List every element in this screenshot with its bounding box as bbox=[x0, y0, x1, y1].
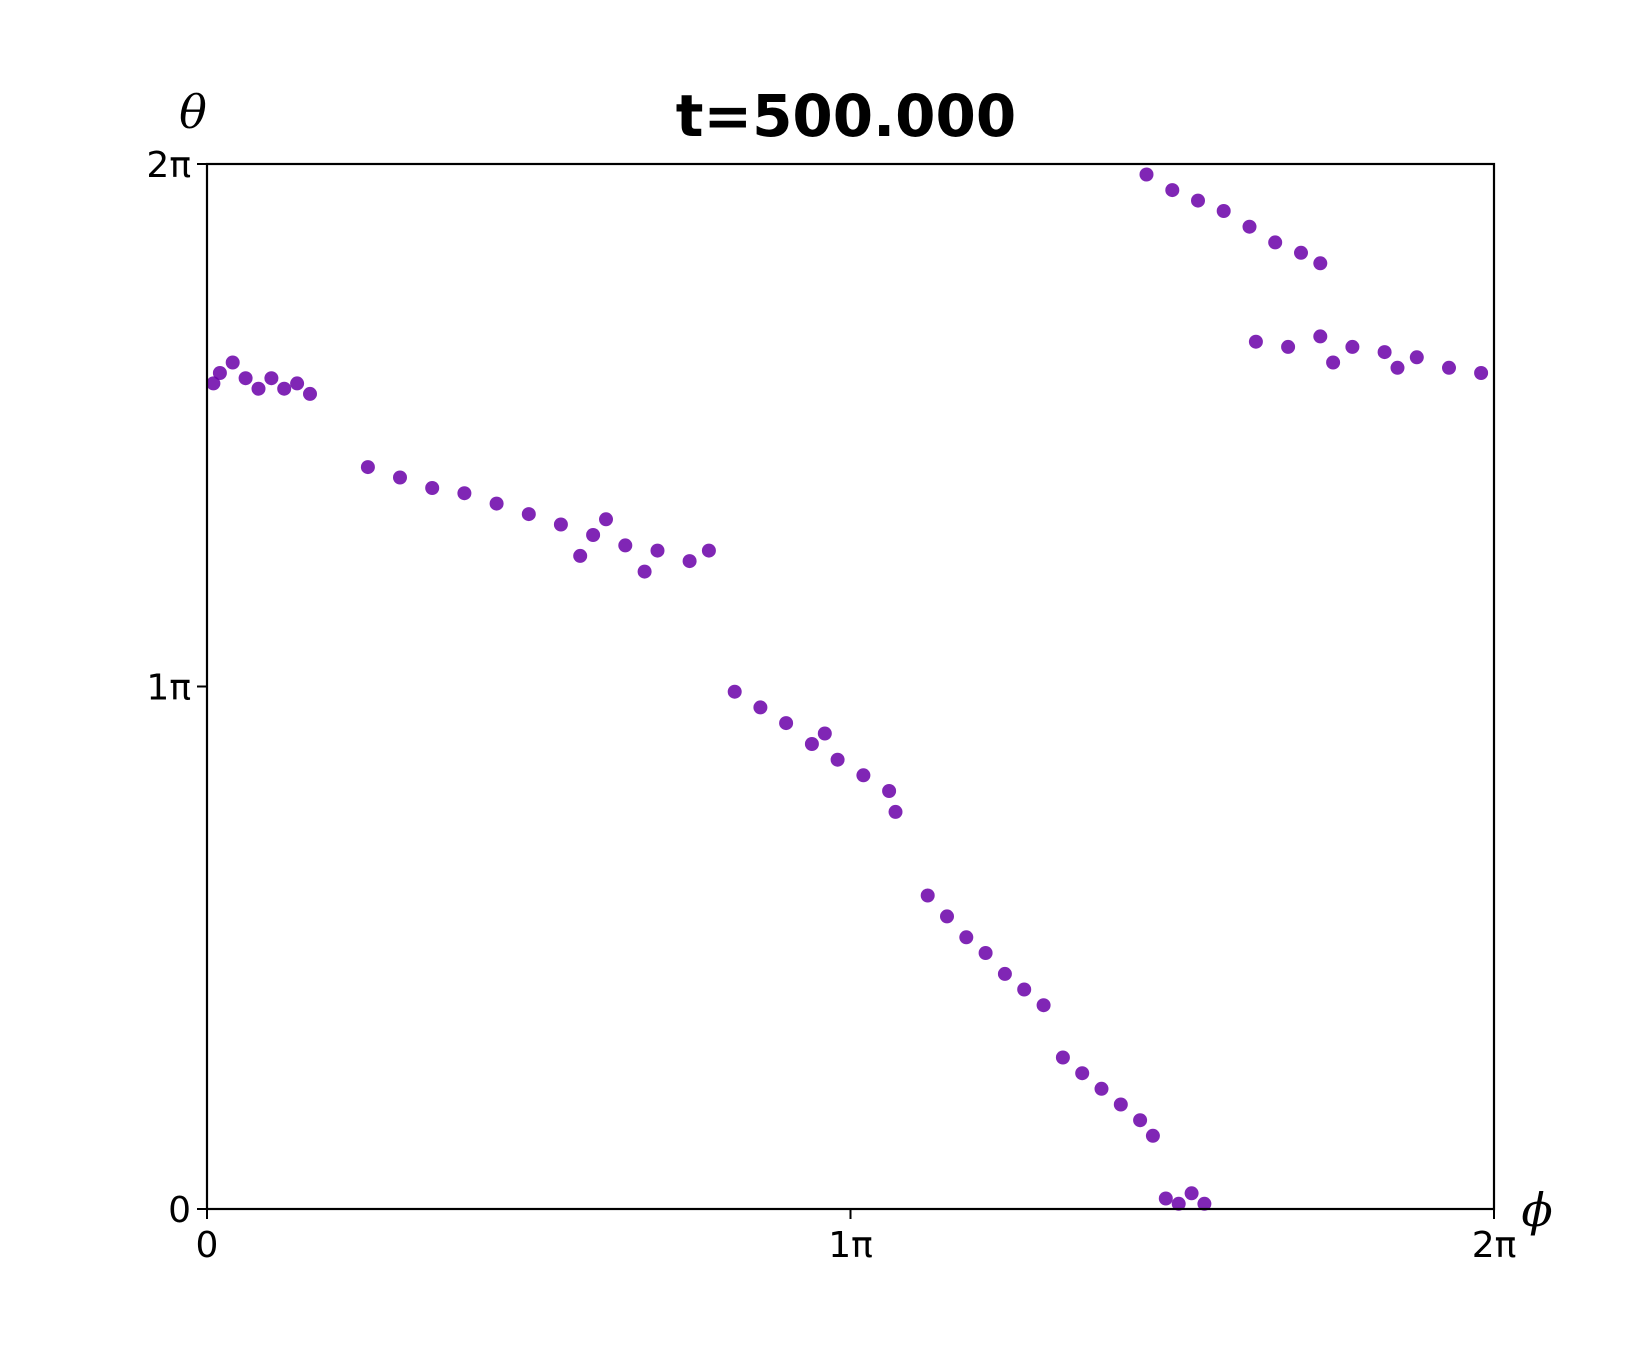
scatter-point bbox=[978, 946, 993, 960]
x-tick-label: 0 bbox=[196, 1225, 219, 1266]
scatter-point bbox=[290, 376, 305, 391]
scatter-point bbox=[457, 486, 472, 501]
scatter-point bbox=[1442, 360, 1456, 375]
scatter-point bbox=[650, 543, 665, 558]
scatter-point bbox=[1313, 329, 1328, 344]
y-tick-label: 0 bbox=[168, 1190, 191, 1231]
scatter-point bbox=[1409, 350, 1424, 365]
x-axis-label: ϕ bbox=[1521, 1183, 1552, 1237]
scatter-point bbox=[779, 716, 794, 731]
scatter-point bbox=[1165, 183, 1180, 198]
scatter-point bbox=[264, 371, 279, 386]
scatter-points bbox=[206, 167, 1489, 1211]
scatter-point bbox=[1268, 235, 1283, 250]
scatter-point bbox=[599, 512, 613, 527]
scatter-point bbox=[830, 752, 845, 767]
y-tick-label: 2π bbox=[146, 145, 191, 186]
scatter-point bbox=[1294, 245, 1308, 260]
scatter-point bbox=[882, 784, 897, 798]
scatter-point bbox=[225, 355, 240, 370]
scatter-point bbox=[940, 909, 954, 924]
scatter-point bbox=[393, 470, 407, 485]
scatter-point bbox=[1171, 1196, 1186, 1211]
scatter-point bbox=[1158, 1191, 1173, 1206]
scatter-point bbox=[1133, 1113, 1148, 1128]
chart-title: t=500.000 bbox=[676, 82, 1017, 150]
scatter-point bbox=[553, 517, 568, 532]
scatter-point bbox=[804, 737, 819, 751]
y-axis-label: θ bbox=[179, 85, 207, 139]
scatter-point bbox=[489, 496, 504, 511]
scatter-point bbox=[701, 543, 716, 558]
scatter-point bbox=[586, 528, 601, 542]
scatter-point bbox=[817, 726, 832, 741]
scatter-point bbox=[1036, 998, 1051, 1013]
scatter-point bbox=[206, 376, 221, 391]
scatter-point bbox=[1191, 193, 1205, 208]
scatter-point bbox=[637, 564, 652, 579]
scatter-point bbox=[1197, 1196, 1212, 1211]
scatter-point bbox=[1377, 345, 1392, 360]
axis-ticks: 0 1π 2π 0 1π 2π bbox=[146, 145, 1516, 1266]
scatter-point bbox=[1474, 366, 1489, 380]
scatter-point bbox=[1326, 355, 1341, 370]
scatter-point bbox=[1345, 339, 1360, 354]
y-tick-label: 1π bbox=[146, 668, 191, 709]
scatter-point bbox=[753, 700, 768, 715]
scatter-point bbox=[997, 966, 1012, 981]
scatter-point bbox=[573, 548, 588, 563]
scatter-point bbox=[1216, 204, 1231, 218]
scatter-point bbox=[360, 460, 375, 475]
scatter-point bbox=[1248, 334, 1263, 349]
scatter-point bbox=[920, 888, 935, 903]
scatter-point bbox=[212, 366, 227, 380]
scatter-point bbox=[1017, 982, 1032, 997]
scatter-point bbox=[1145, 1128, 1160, 1143]
plot-frame bbox=[205, 162, 1496, 1211]
scatter-point bbox=[959, 930, 974, 945]
scatter-point bbox=[1390, 360, 1405, 375]
scatter-point bbox=[1313, 256, 1328, 271]
scatter-point bbox=[1055, 1050, 1070, 1065]
scatter-point bbox=[727, 684, 742, 699]
scatter-point bbox=[1281, 339, 1296, 354]
x-tick-label: 2π bbox=[1472, 1225, 1517, 1266]
scatter-point bbox=[1094, 1081, 1109, 1096]
scatter-point bbox=[238, 371, 253, 386]
scatter-point bbox=[618, 538, 633, 553]
scatter-point bbox=[521, 507, 536, 522]
scatter-point bbox=[1242, 219, 1257, 234]
x-tick-label: 1π bbox=[828, 1225, 873, 1266]
scatter-point bbox=[1113, 1097, 1128, 1112]
scatter-point bbox=[888, 804, 903, 819]
scatter-point bbox=[303, 386, 317, 401]
scatter-point bbox=[251, 381, 266, 396]
scatter-point bbox=[1184, 1186, 1199, 1201]
scatter-point bbox=[856, 768, 871, 783]
scatter-point bbox=[425, 481, 440, 495]
scatter-point bbox=[1075, 1066, 1090, 1081]
scatter-point bbox=[1139, 167, 1154, 182]
scatter-point bbox=[682, 554, 697, 569]
scatter-point bbox=[277, 381, 292, 396]
